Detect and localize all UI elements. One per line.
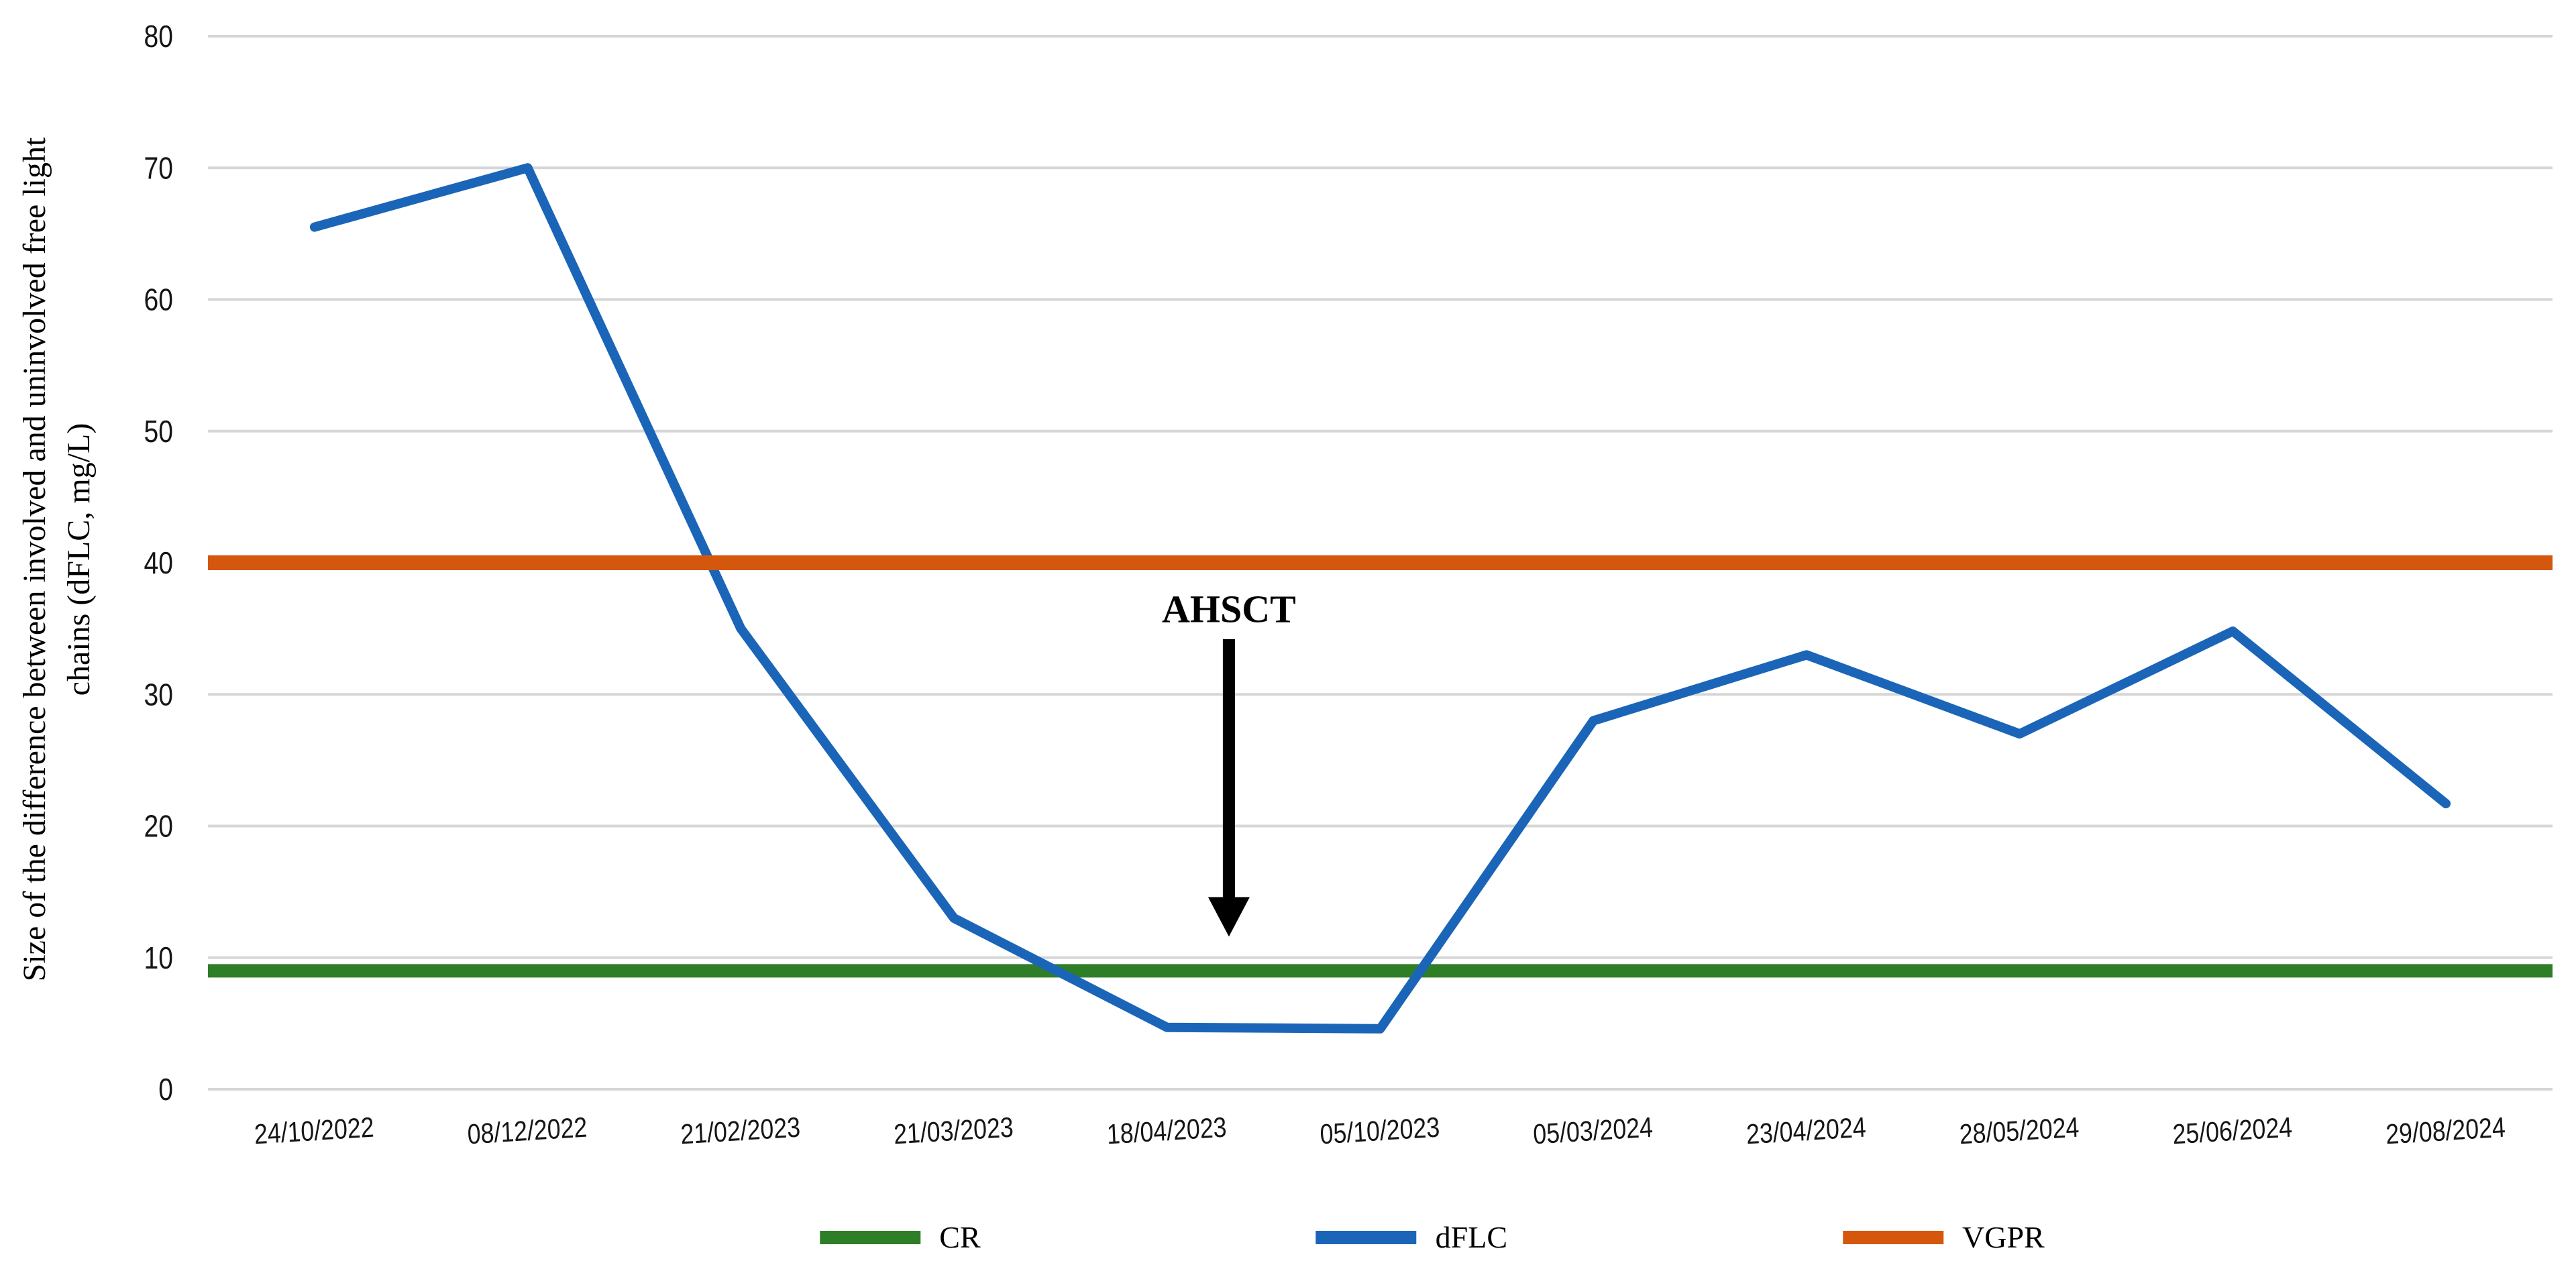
y-tick-label-70: 70 — [144, 151, 173, 186]
legend-label-cr: CR — [939, 1220, 981, 1254]
x-tick-label-2: 21/02/2023 — [680, 1112, 800, 1150]
y-tick-label-60: 60 — [144, 283, 173, 318]
x-tick-label-6: 05/03/2024 — [1532, 1112, 1653, 1150]
y-tick-label-80: 80 — [144, 19, 173, 54]
x-tick-label-3: 21/03/2023 — [893, 1112, 1014, 1150]
y-tick-label-50: 50 — [144, 415, 173, 449]
legend-item-cr: CR — [820, 1219, 981, 1255]
legend-swatch-dflc — [1316, 1230, 1417, 1244]
annotation-arrow-head — [1208, 897, 1250, 937]
data-line-dflc — [309, 163, 2451, 1034]
legend-label-vgpr: VGPR — [1962, 1220, 2045, 1254]
legend-item-vgpr: VGPR — [1843, 1219, 2045, 1255]
x-tick-label-0: 24/10/2022 — [254, 1112, 374, 1150]
legend-item-dflc: dFLC — [1316, 1219, 1507, 1255]
x-tick-label-10: 29/08/2024 — [2385, 1112, 2506, 1150]
x-tick-label-8: 28/05/2024 — [1959, 1112, 2080, 1150]
legend-swatch-cr — [820, 1230, 921, 1244]
x-tick-label-5: 05/10/2023 — [1320, 1112, 1440, 1150]
x-tick-label-1: 08/12/2022 — [467, 1112, 588, 1150]
x-tick-label-4: 18/04/2023 — [1106, 1112, 1227, 1150]
legend-label-dflc: dFLC — [1435, 1220, 1508, 1254]
y-tick-label-0: 0 — [158, 1073, 173, 1107]
legend-swatch-vgpr — [1843, 1230, 1944, 1244]
y-tick-label-10: 10 — [144, 941, 173, 976]
y-tick-label-20: 20 — [144, 810, 173, 844]
annotation-label: AHSCT — [1162, 587, 1296, 630]
y-tick-label-30: 30 — [144, 677, 173, 712]
x-tick-label-9: 25/06/2024 — [2172, 1112, 2293, 1150]
legend: CR dFLC VGPR — [820, 1219, 2045, 1255]
y-tick-label-40: 40 — [144, 546, 173, 581]
x-tick-label-7: 23/04/2024 — [1746, 1112, 1866, 1150]
